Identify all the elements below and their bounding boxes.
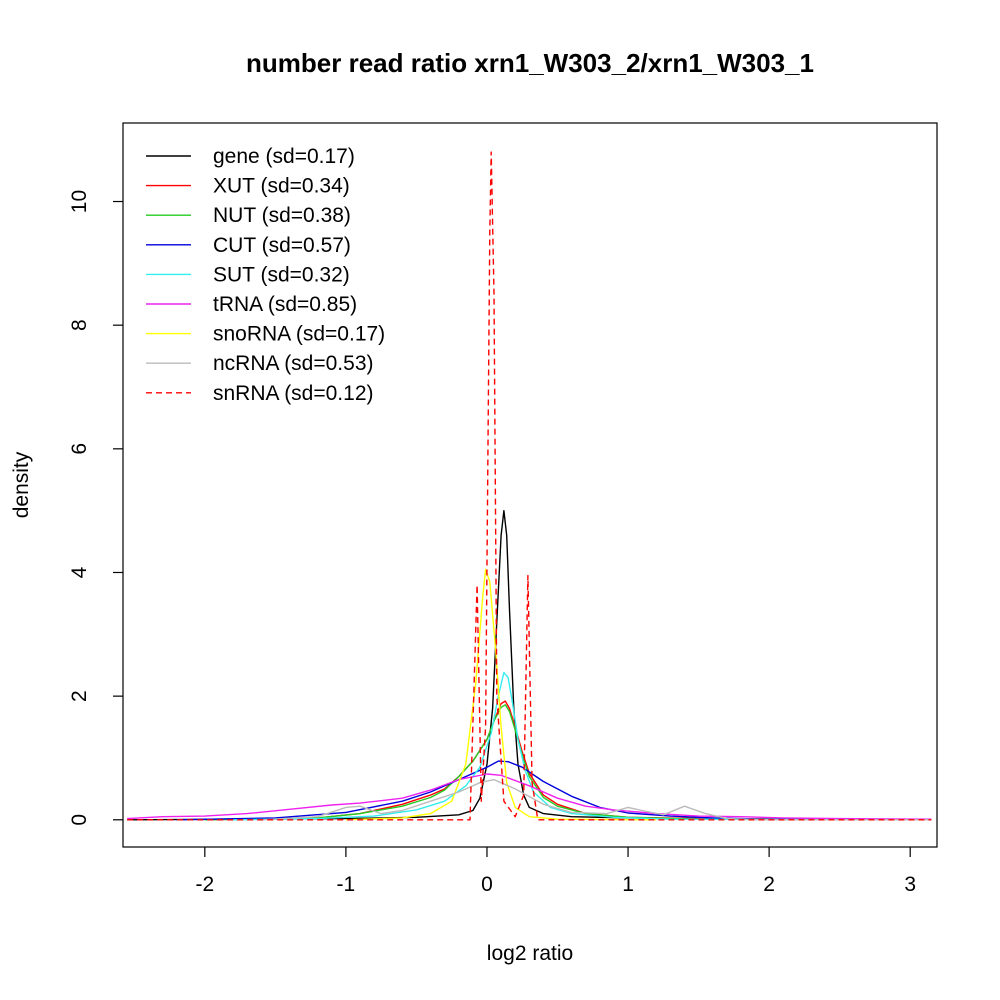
x-tick-label: 1 — [622, 873, 634, 896]
series-line-1 — [204, 700, 932, 821]
legend: gene (sd=0.17) XUT (sd=0.34) NUT (sd=0.38)… — [146, 145, 385, 405]
legend-label: SUT (sd=0.32) — [213, 263, 350, 286]
series-line-7 — [261, 778, 932, 821]
series-line-8 — [127, 151, 932, 821]
x-axis: -2 -1 0 1 2 3 — [195, 847, 916, 896]
series-line-3 — [176, 760, 932, 821]
y-tick-label: 6 — [68, 443, 91, 455]
chart-title: number read ratio xrn1_W303_2/xrn1_W303_… — [246, 48, 814, 78]
x-axis-label: log2 ratio — [487, 942, 573, 965]
series-lines — [127, 151, 932, 821]
legend-label: CUT (sd=0.57) — [213, 234, 351, 257]
legend-label: gene (sd=0.17) — [213, 145, 355, 168]
y-tick-label: 10 — [68, 190, 91, 213]
legend-label: XUT (sd=0.34) — [213, 175, 350, 198]
legend-label: tRNA (sd=0.85) — [213, 293, 357, 316]
y-axis: 0 2 4 6 8 10 — [68, 190, 123, 826]
series-line-4 — [232, 671, 932, 821]
y-tick-label: 8 — [68, 319, 91, 331]
legend-label: snoRNA (sd=0.17) — [213, 323, 385, 346]
plot-frame — [122, 122, 938, 848]
x-tick-label: -1 — [337, 873, 356, 896]
legend-label: snRNA (sd=0.12) — [213, 382, 374, 405]
y-axis-label: density — [10, 451, 33, 518]
x-tick-label: -2 — [195, 873, 214, 896]
legend-label: NUT (sd=0.38) — [213, 204, 351, 227]
y-tick-label: 4 — [68, 566, 91, 578]
x-tick-label: 3 — [904, 873, 916, 896]
series-line-0 — [127, 510, 932, 821]
series-line-2 — [204, 704, 932, 821]
y-tick-label: 0 — [68, 814, 91, 826]
series-line-6 — [345, 568, 657, 821]
x-tick-label: 2 — [763, 873, 775, 896]
legend-label: ncRNA (sd=0.53) — [213, 352, 374, 375]
x-tick-label: 0 — [481, 873, 493, 896]
y-tick-label: 2 — [68, 690, 91, 702]
